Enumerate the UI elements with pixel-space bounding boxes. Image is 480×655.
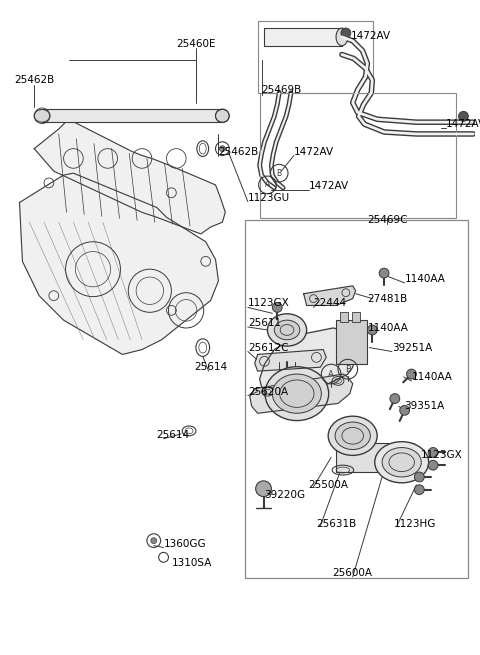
Circle shape <box>428 460 438 470</box>
Circle shape <box>400 405 409 415</box>
Ellipse shape <box>216 109 229 122</box>
Ellipse shape <box>265 367 329 421</box>
Text: 25462B: 25462B <box>218 147 259 157</box>
Bar <box>336 320 367 364</box>
Text: A: A <box>328 369 334 379</box>
Circle shape <box>414 485 424 495</box>
Ellipse shape <box>335 422 371 449</box>
Ellipse shape <box>272 374 321 413</box>
Text: 25614: 25614 <box>156 430 190 440</box>
Text: 25612C: 25612C <box>248 343 288 352</box>
Polygon shape <box>250 374 353 413</box>
Ellipse shape <box>267 314 307 346</box>
Polygon shape <box>34 119 225 234</box>
Circle shape <box>272 303 282 312</box>
Text: 1123GX: 1123GX <box>248 299 289 309</box>
Text: 1472AV: 1472AV <box>294 147 334 157</box>
Text: 27481B: 27481B <box>367 293 408 303</box>
Circle shape <box>341 28 351 38</box>
Text: 25462B: 25462B <box>14 75 54 85</box>
Text: 1310SA: 1310SA <box>171 558 212 568</box>
Ellipse shape <box>274 320 300 340</box>
Bar <box>42 109 222 122</box>
Text: 1123HG: 1123HG <box>394 519 436 529</box>
Text: 39220G: 39220G <box>264 489 306 500</box>
Ellipse shape <box>382 447 421 477</box>
Bar <box>264 28 342 46</box>
Circle shape <box>151 538 156 544</box>
Text: 25460E: 25460E <box>176 39 216 48</box>
Circle shape <box>428 447 438 457</box>
Text: 1472AV: 1472AV <box>351 31 391 41</box>
Text: 25469B: 25469B <box>262 85 302 95</box>
Text: 25469C: 25469C <box>367 215 407 225</box>
Text: 1140AA: 1140AA <box>367 323 408 333</box>
Text: 1123GX: 1123GX <box>421 451 463 460</box>
Text: 25500A: 25500A <box>309 480 348 490</box>
Polygon shape <box>20 173 218 354</box>
Text: 39351A: 39351A <box>405 402 445 411</box>
Bar <box>245 220 468 578</box>
Text: 1360GG: 1360GG <box>164 538 206 549</box>
Bar <box>260 93 456 218</box>
Circle shape <box>390 394 400 403</box>
Bar <box>348 325 355 337</box>
Text: 1472AV: 1472AV <box>446 119 480 129</box>
Circle shape <box>414 472 424 482</box>
Bar <box>336 443 414 472</box>
Bar <box>352 312 360 322</box>
Text: 1140AA: 1140AA <box>411 372 452 382</box>
Polygon shape <box>255 350 326 371</box>
Text: B: B <box>345 365 351 373</box>
Text: B: B <box>276 168 282 178</box>
Circle shape <box>407 369 416 379</box>
Text: 25631B: 25631B <box>316 519 357 529</box>
Bar <box>357 325 363 337</box>
Ellipse shape <box>34 109 50 122</box>
Text: 25600A: 25600A <box>333 568 372 578</box>
Polygon shape <box>304 286 356 305</box>
Text: 1123GU: 1123GU <box>248 193 290 202</box>
Bar <box>340 312 348 322</box>
Ellipse shape <box>336 28 348 46</box>
Text: 25620A: 25620A <box>248 386 288 397</box>
Circle shape <box>458 111 468 121</box>
Text: A: A <box>265 180 270 189</box>
Bar <box>258 21 373 93</box>
Circle shape <box>256 481 271 496</box>
Text: 1140AA: 1140AA <box>405 274 445 284</box>
Circle shape <box>219 145 225 151</box>
Circle shape <box>367 325 377 335</box>
Text: 39251A: 39251A <box>392 343 432 352</box>
Bar <box>339 325 346 337</box>
Text: 25614: 25614 <box>194 362 227 372</box>
Text: 1472AV: 1472AV <box>309 181 349 191</box>
Polygon shape <box>260 328 356 391</box>
Circle shape <box>379 268 389 278</box>
Text: 22444: 22444 <box>313 299 347 309</box>
Ellipse shape <box>375 441 429 483</box>
Text: 25611: 25611 <box>248 318 281 328</box>
Ellipse shape <box>328 416 377 455</box>
